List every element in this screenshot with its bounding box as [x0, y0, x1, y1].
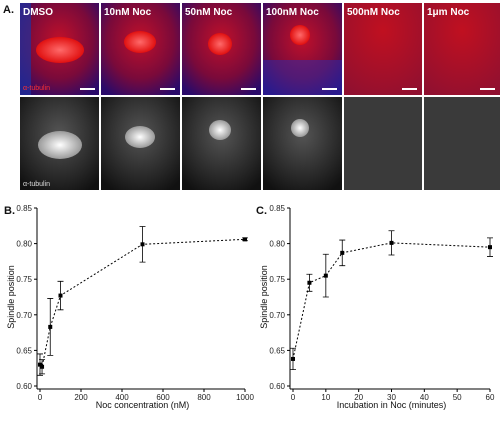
y-axis-label: Spindle position — [6, 265, 16, 329]
column-label: 10nM Noc — [104, 7, 152, 18]
y-tick-label: 0.85 — [16, 204, 32, 213]
column-label: 100nM Noc — [266, 7, 319, 18]
y-tick-label: 0.65 — [269, 346, 285, 355]
y-tick-label: 0.70 — [269, 311, 285, 320]
marker — [48, 324, 53, 329]
marker — [323, 273, 328, 278]
image — [424, 3, 500, 95]
column-label: 500nM Noc — [347, 7, 400, 18]
x-tick-label: 50 — [453, 393, 462, 402]
x-tick-label: 0 — [38, 393, 43, 402]
x-tick-label: 0 — [291, 393, 296, 402]
y-tick-label: 0.75 — [16, 275, 32, 284]
image — [344, 3, 422, 95]
spindle — [36, 37, 84, 63]
x-tick-label: 1000 — [236, 393, 254, 402]
spindle — [209, 120, 231, 140]
x-tick-label: 600 — [156, 393, 170, 402]
image — [344, 97, 422, 190]
marker — [291, 356, 295, 361]
x-tick-label: 40 — [420, 393, 429, 402]
column-label: 1μm Noc — [427, 7, 470, 18]
line — [39, 238, 246, 368]
spindle — [208, 33, 232, 55]
marker — [40, 364, 45, 369]
spindle — [291, 119, 309, 137]
marker — [243, 237, 247, 242]
x-tick-label: 400 — [115, 393, 129, 402]
marker — [307, 280, 312, 285]
marker — [140, 242, 145, 247]
marker — [340, 250, 345, 255]
panel-label: B. — [4, 205, 15, 217]
y-axis-label: Spindle position — [259, 265, 269, 329]
marker — [488, 245, 492, 250]
y-tick-label: 0.85 — [269, 204, 285, 213]
line — [292, 242, 491, 360]
spindle — [38, 131, 82, 159]
y-tick-label: 0.60 — [269, 382, 285, 391]
y-tick-label: 0.75 — [269, 275, 285, 284]
image — [182, 97, 261, 190]
column-label: 50nM Noc — [185, 7, 233, 18]
y-tick-label: 0.65 — [16, 346, 32, 355]
column-label: DMSO — [23, 7, 53, 18]
x-tick-label: 10 — [321, 393, 330, 402]
marker — [389, 240, 394, 245]
micrographs — [20, 3, 500, 190]
image — [424, 97, 500, 190]
spindle — [124, 31, 156, 53]
x-tick-label: 200 — [74, 393, 88, 402]
x-tick-label: 30 — [387, 393, 396, 402]
x-tick-label: 20 — [354, 393, 363, 402]
nuclei — [20, 3, 31, 95]
panel-label: C. — [256, 205, 267, 217]
y-tick-label: 0.80 — [16, 240, 32, 249]
marker — [38, 362, 42, 367]
y-tick-label: 0.70 — [16, 311, 32, 320]
image — [263, 97, 342, 190]
y-tick-label: 0.60 — [16, 382, 32, 391]
x-axis-label: Noc concentration (nM) — [96, 400, 190, 410]
row-label: α-tubulin — [23, 181, 50, 188]
spindle — [290, 25, 310, 45]
x-tick-label: 800 — [197, 393, 211, 402]
x-axis-label: Incubation in Noc (minutes) — [337, 400, 447, 410]
x-tick-label: 60 — [486, 393, 495, 402]
row-label: α-tubulin — [23, 85, 50, 92]
marker — [58, 293, 63, 298]
y-tick-label: 0.80 — [269, 240, 285, 249]
panel-label: A. — [3, 4, 14, 16]
spindle — [125, 126, 155, 148]
